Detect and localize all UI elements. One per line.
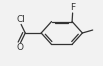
Text: Cl: Cl xyxy=(16,15,25,24)
Text: O: O xyxy=(16,43,23,52)
Text: F: F xyxy=(70,3,75,12)
